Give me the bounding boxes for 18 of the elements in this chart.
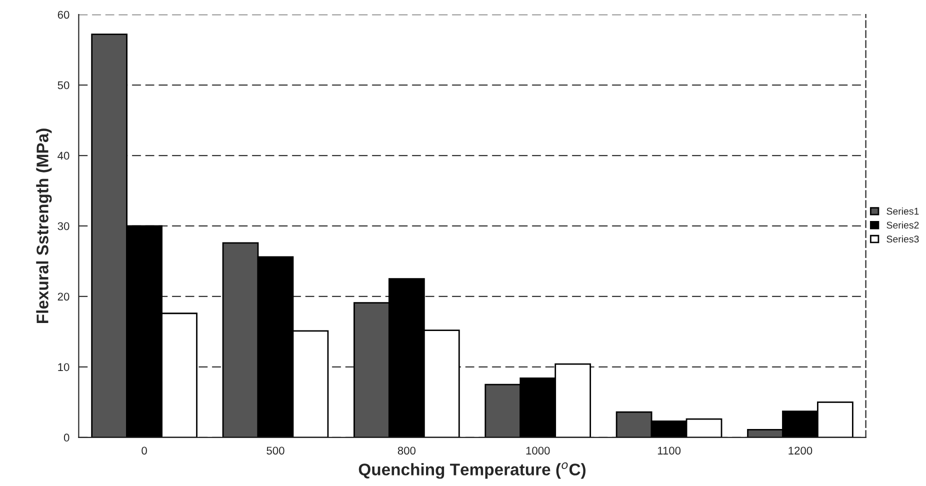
- x-tick-label: 0: [142, 446, 147, 455]
- x-tick-label: 1000: [526, 446, 550, 455]
- x-tick-label: 1100: [658, 446, 681, 455]
- y-tick-label: 50: [58, 81, 70, 90]
- x-axis-title: Quenching Temperature ($^{o}$C): [358, 462, 586, 479]
- y-tick-label: 10: [58, 363, 70, 372]
- legend-label: Series1: [886, 208, 919, 215]
- y-axis-title: Flexural Sstrength (MPa): [36, 128, 52, 324]
- x-tick-label: 1200: [788, 446, 812, 455]
- y-tick-label: 20: [58, 292, 70, 301]
- y-tick-label: 40: [58, 152, 70, 160]
- legend-label: Series3: [886, 235, 919, 243]
- x-tick-label: 800: [398, 446, 416, 455]
- y-tick-label: 30: [58, 222, 70, 230]
- y-tick-label: 60: [58, 10, 70, 19]
- x-tick-label: 500: [266, 446, 284, 455]
- legend-label: Series2: [886, 221, 919, 229]
- y-tick-label: 0: [64, 434, 70, 442]
